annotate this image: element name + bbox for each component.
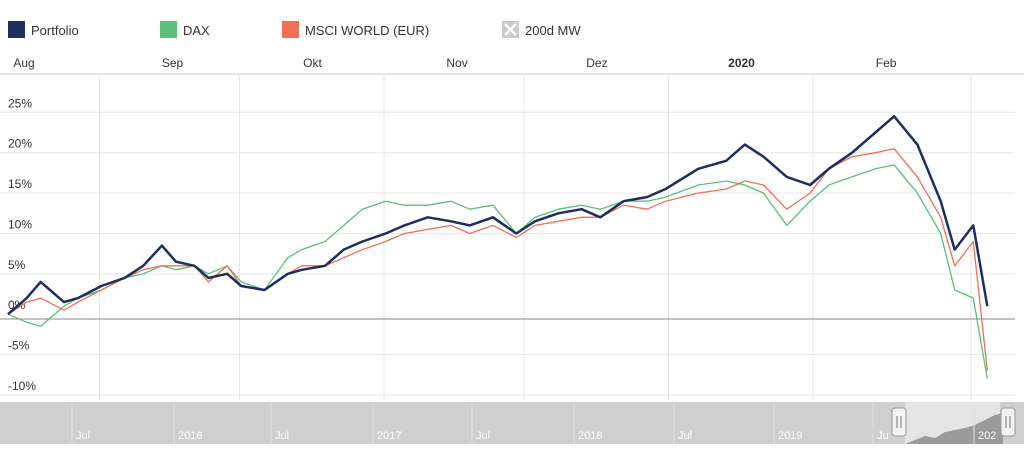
month-label: Sep <box>162 56 184 70</box>
month-label: Feb <box>876 56 897 70</box>
legend-item-msci-world-eur-[interactable]: MSCI WORLD (EUR) <box>282 21 429 38</box>
navigator-label: 2016 <box>178 430 202 442</box>
series-line <box>7 148 988 371</box>
navigator-left-handle[interactable] <box>891 407 907 437</box>
y-tick-label: 10% <box>8 217 32 231</box>
navigator-right-handle[interactable] <box>1000 407 1016 437</box>
legend-label: DAX <box>183 23 210 38</box>
y-tick-label: 20% <box>8 137 32 151</box>
navigator-label: 2019 <box>778 430 802 442</box>
y-tick-label: 25% <box>8 96 32 110</box>
legend-item-200d-mw[interactable]: 200d MW <box>502 21 581 38</box>
legend-item-dax[interactable]: DAX <box>160 21 210 38</box>
legend-label: MSCI WORLD (EUR) <box>305 23 429 38</box>
navigator-label: Jul <box>476 430 490 442</box>
series-dax <box>7 164 988 379</box>
month-label: Nov <box>446 56 467 70</box>
series-layer <box>7 115 989 379</box>
navigator-label: Jul <box>678 430 692 442</box>
month-label: Dez <box>586 56 607 70</box>
navigator-label: Jul <box>76 430 90 442</box>
y-axis: 25%20%15%10%5%0%-5%-10% <box>8 96 36 393</box>
navigator-label: Jul <box>275 430 289 442</box>
navigator-label: Ju <box>877 430 889 442</box>
series-line <box>7 115 989 316</box>
y-tick-label: -5% <box>8 339 30 353</box>
y-tick-label: 15% <box>8 177 32 191</box>
legend-label: Portfolio <box>31 23 79 38</box>
legend: Portfolio DAX MSCI WORLD (EUR) 200d MW <box>8 21 581 38</box>
legend-label: 200d MW <box>525 23 581 38</box>
legend-swatch <box>8 21 25 38</box>
month-label: Okt <box>303 56 322 70</box>
grip-icon <box>896 416 902 428</box>
navigator-label: 2018 <box>578 430 602 442</box>
series-portfolio <box>7 115 989 316</box>
series-msci-world-eur- <box>7 148 988 371</box>
navigator-mini-series <box>905 413 1003 444</box>
grip-icon <box>1005 416 1011 428</box>
grid <box>0 74 1015 400</box>
navigator-background <box>0 402 1024 444</box>
navigator-label: 202 <box>978 430 996 442</box>
y-tick-label: -10% <box>8 379 36 393</box>
y-tick-label: 5% <box>8 258 26 272</box>
legend-item-portfolio[interactable]: Portfolio <box>8 21 79 38</box>
month-axis: Aug Sep Okt Nov Dez 2020 Feb <box>13 56 896 70</box>
legend-disabled-icon <box>504 23 517 36</box>
navigator[interactable]: Jul 2016 Jul 2017 Jul 2018 Jul 2019 Ju 202 <box>0 402 1024 444</box>
legend-swatch <box>160 21 177 38</box>
month-label: Aug <box>13 56 34 70</box>
navigator-label: 2017 <box>377 430 401 442</box>
legend-swatch <box>282 21 299 38</box>
series-line <box>7 164 988 379</box>
month-label: 2020 <box>728 56 755 70</box>
